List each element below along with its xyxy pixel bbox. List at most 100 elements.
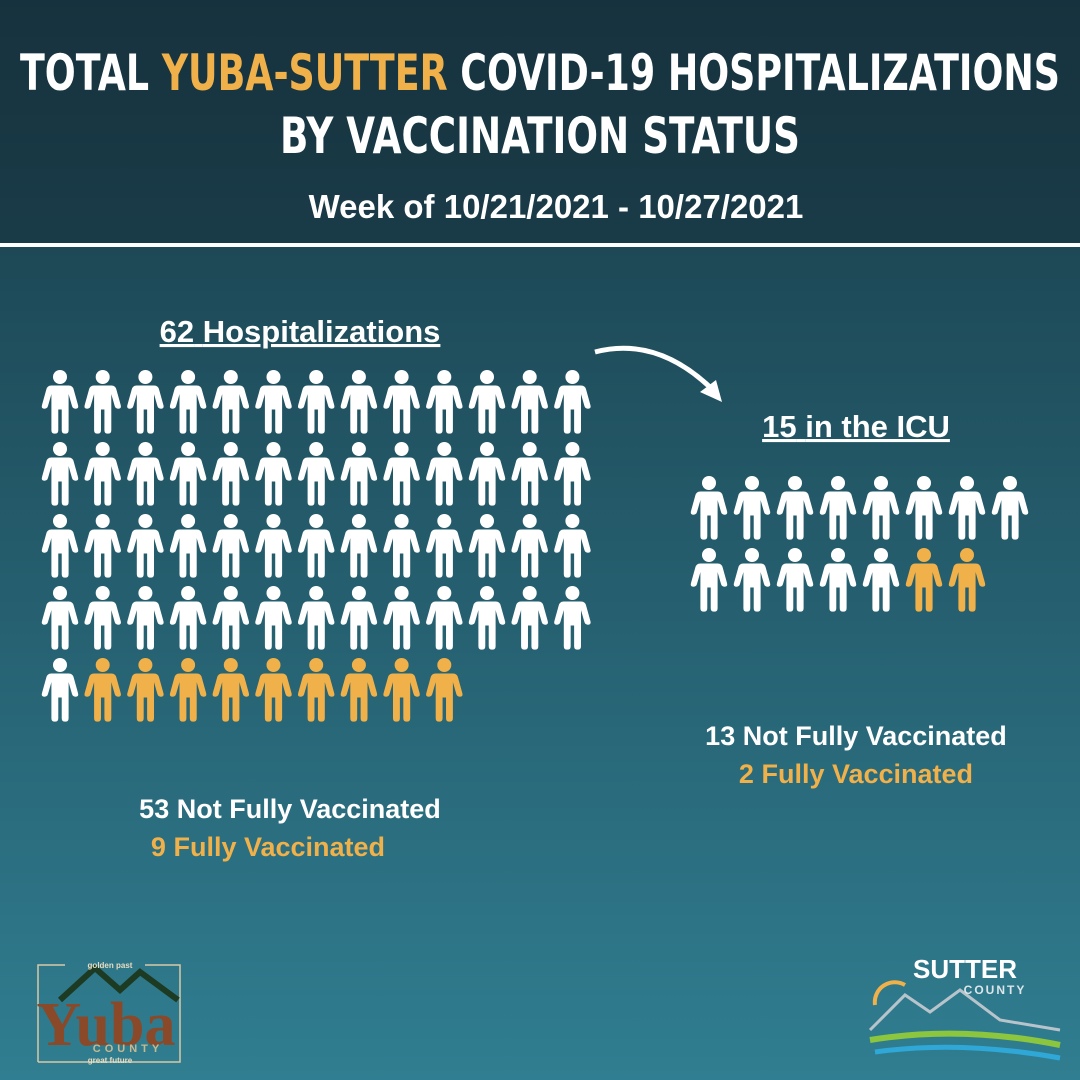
- person-head: [181, 514, 196, 528]
- text: 13: [705, 721, 735, 751]
- text: Fully Vaccinated: [761, 759, 973, 789]
- person-head: [181, 586, 196, 600]
- person-head: [351, 658, 366, 672]
- person-head: [522, 442, 537, 456]
- person-head: [565, 442, 580, 456]
- text: Hospitalizations: [203, 314, 441, 349]
- person-head: [351, 370, 366, 384]
- person-head: [831, 548, 845, 562]
- person-head: [223, 658, 238, 672]
- hospitalization-icons: [41, 370, 591, 722]
- person-head: [480, 586, 494, 600]
- text: SUTTER: [913, 954, 1017, 984]
- person-head: [1003, 476, 1017, 490]
- arrow-head: [700, 380, 722, 402]
- person-head: [874, 476, 888, 490]
- person-head: [565, 586, 580, 600]
- person-head: [702, 548, 716, 562]
- title-end: COVID-19 HOSPITALIZATIONS: [460, 44, 1060, 102]
- hospitalizations-heading: 62 Hospitalizations: [160, 314, 441, 349]
- person-head: [223, 514, 238, 528]
- person-head: [138, 658, 153, 672]
- icu-icons: [690, 476, 1029, 612]
- text: 2: [739, 759, 754, 789]
- person-head: [522, 514, 537, 528]
- person-head: [394, 370, 409, 384]
- text: Fully Vaccinated: [173, 832, 385, 862]
- person-head: [266, 514, 281, 528]
- text: Not Fully Vaccinated: [743, 721, 1007, 751]
- title-highlight: YUBA-SUTTER: [161, 44, 448, 102]
- subtitle: Week of 10/21/2021 - 10/27/2021: [309, 188, 804, 225]
- person-head: [309, 586, 324, 600]
- sutter-logo: SUTTER COUNTY: [868, 954, 1061, 1061]
- text: Yuba: [36, 991, 175, 1059]
- person-head: [480, 370, 494, 384]
- text: golden past: [88, 961, 133, 970]
- person-head: [788, 548, 802, 562]
- text: Not Fully Vaccinated: [177, 794, 441, 824]
- person-head: [181, 442, 196, 456]
- person-head: [788, 476, 802, 490]
- hosp-fully-vaccinated: 9 Fully Vaccinated: [151, 832, 385, 862]
- person-head: [266, 370, 281, 384]
- person-head: [266, 658, 281, 672]
- person-head: [351, 442, 366, 456]
- icu-heading: 15 in the ICU: [762, 409, 950, 444]
- person-head: [138, 370, 153, 384]
- header-band: [0, 0, 1080, 245]
- person-head: [309, 370, 324, 384]
- arrow: [594, 345, 720, 397]
- person-head: [394, 442, 409, 456]
- text: 15: [762, 409, 796, 444]
- person-head: [874, 548, 888, 562]
- person-head: [437, 658, 452, 672]
- person-head: [309, 442, 324, 456]
- person-head: [702, 476, 716, 490]
- text: great future: [88, 1056, 133, 1065]
- person-head: [437, 514, 452, 528]
- person-head: [522, 586, 537, 600]
- person-head: [266, 586, 281, 600]
- text: in the ICU: [805, 409, 950, 444]
- person-head: [394, 586, 409, 600]
- person-head: [138, 514, 153, 528]
- hosp-not-vaccinated: 53 Not Fully Vaccinated: [139, 794, 441, 824]
- person-head: [480, 514, 494, 528]
- person-head: [522, 370, 537, 384]
- person-head: [138, 586, 153, 600]
- title-line-2: BY VACCINATION STATUS: [280, 107, 800, 165]
- person-head: [309, 514, 324, 528]
- person-head: [917, 476, 931, 490]
- person-head: [309, 658, 324, 672]
- person-head: [266, 442, 281, 456]
- person-head: [53, 442, 67, 456]
- text: COUNTY: [964, 983, 1027, 997]
- person-head: [394, 658, 409, 672]
- icu-not-vaccinated: 13 Not Fully Vaccinated: [705, 721, 1007, 751]
- person-head: [138, 442, 153, 456]
- text: 9: [151, 832, 166, 862]
- person-head: [437, 442, 452, 456]
- person-head: [480, 442, 494, 456]
- person-head: [95, 658, 110, 672]
- person-head: [917, 548, 931, 562]
- person-head: [53, 586, 67, 600]
- person-head: [223, 442, 238, 456]
- person-head: [181, 370, 196, 384]
- person-head: [53, 370, 67, 384]
- person-head: [437, 370, 452, 384]
- person-head: [53, 514, 67, 528]
- text: COUNTY: [93, 1043, 163, 1055]
- text: 62: [160, 314, 194, 349]
- person-head: [960, 548, 974, 562]
- person-head: [95, 514, 110, 528]
- person-head: [745, 548, 759, 562]
- text: 53: [139, 794, 169, 824]
- yuba-logo: golden past Yuba COUNTY great future: [36, 961, 181, 1065]
- person-head: [394, 514, 409, 528]
- person-head: [831, 476, 845, 490]
- person-head: [181, 658, 196, 672]
- person-head: [95, 370, 110, 384]
